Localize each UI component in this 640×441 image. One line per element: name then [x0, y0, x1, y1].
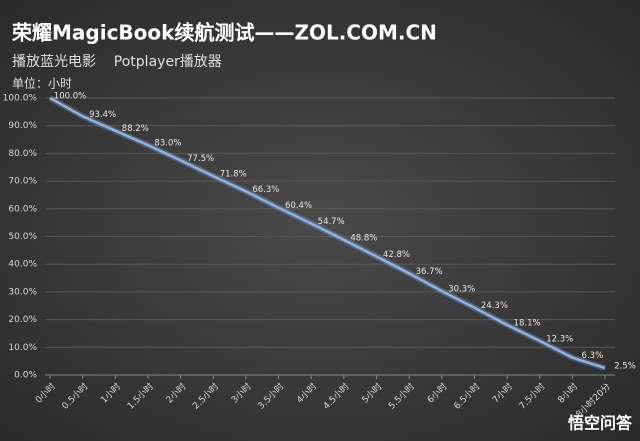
chart-subtitle: 播放蓝光电影 Potplayer播放器 — [12, 54, 222, 70]
y-tick-label: 20.0% — [8, 315, 37, 325]
data-label: 100.0% — [54, 92, 86, 102]
data-label: 71.8% — [220, 170, 247, 180]
data-label: 77.5% — [187, 154, 214, 164]
data-label: 36.7% — [416, 267, 443, 277]
y-tick-label: 90.0% — [8, 121, 37, 131]
data-label: 2.5% — [614, 362, 636, 372]
chart-title: 荣耀MagicBook续航测试——ZOL.COM.CN — [11, 21, 437, 45]
data-label: 60.4% — [285, 201, 312, 211]
data-label: 12.3% — [546, 334, 573, 344]
watermark: 悟空问答 — [568, 414, 633, 433]
unit-label: 单位：小时 — [12, 76, 72, 91]
y-tick-label: 50.0% — [8, 232, 37, 242]
data-label: 42.8% — [383, 250, 410, 260]
data-label: 83.0% — [154, 139, 181, 149]
y-tick-label: 80.0% — [8, 149, 37, 159]
data-label: 93.4% — [89, 110, 116, 120]
data-label: 18.1% — [514, 318, 541, 328]
data-label: 88.2% — [122, 124, 149, 134]
y-tick-label: 10.0% — [8, 343, 37, 353]
data-label: 54.7% — [318, 217, 345, 227]
data-label: 6.3% — [582, 351, 604, 361]
data-label: 48.8% — [350, 233, 377, 243]
y-tick-label: 100.0% — [3, 94, 38, 104]
line — [49, 96, 606, 370]
y-tick-label: 40.0% — [8, 260, 37, 270]
y-tick-label: 30.0% — [8, 287, 37, 297]
y-tick-label: 0.0% — [14, 371, 37, 381]
data-label: 24.3% — [481, 301, 508, 311]
y-tick-label: 70.0% — [8, 177, 37, 187]
data-label: 66.3% — [252, 185, 279, 195]
y-tick-label: 60.0% — [8, 204, 37, 214]
data-label: 30.3% — [448, 285, 475, 295]
